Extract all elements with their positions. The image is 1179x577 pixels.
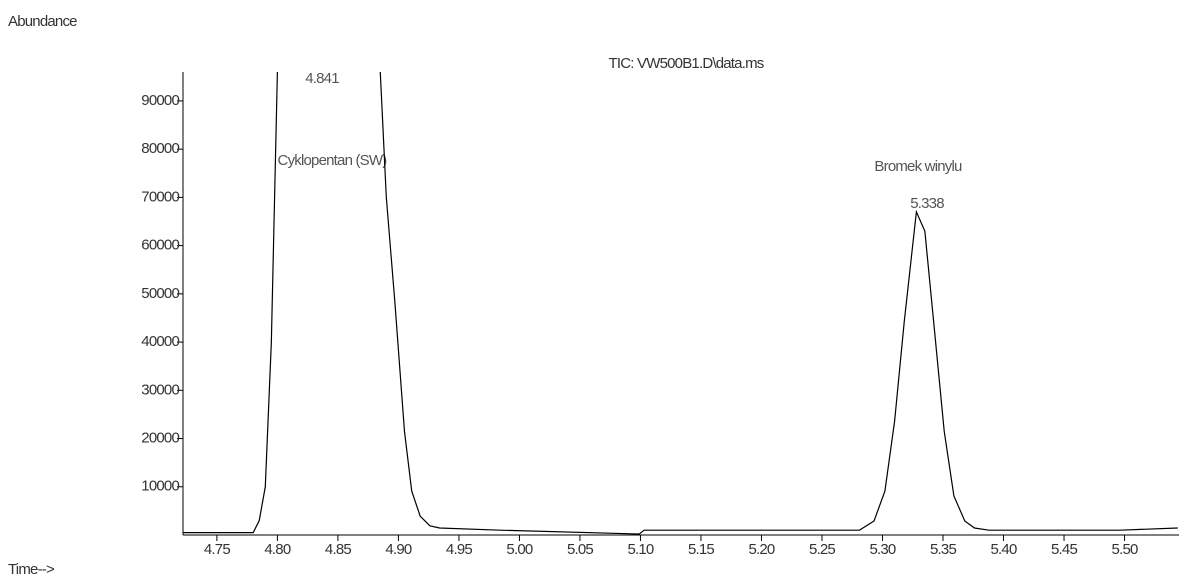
y-tick-label: 90000: [141, 92, 179, 109]
peak-label: 4.841: [305, 70, 339, 87]
x-tick-label: 5.25: [809, 541, 835, 558]
x-tick-label: 5.30: [869, 541, 895, 558]
x-tick-label: 4.90: [385, 541, 411, 558]
y-tick-label: 60000: [141, 237, 179, 254]
x-tick-label: 5.20: [748, 541, 774, 558]
chart-title: TIC: VW500B1.D\data.ms: [609, 55, 764, 72]
x-tick-label: 5.45: [1051, 541, 1077, 558]
y-tick-label: 20000: [141, 430, 179, 447]
x-tick-label: 5.10: [627, 541, 653, 558]
y-tick-label: 80000: [141, 140, 179, 157]
peak-label: 5.338: [910, 195, 944, 212]
y-tick-label: 30000: [141, 381, 179, 398]
peak-label: Bromek winylu: [874, 158, 962, 175]
x-tick-label: 5.40: [991, 541, 1017, 558]
x-tick-label: 5.35: [930, 541, 956, 558]
trace: [183, 72, 1178, 535]
y-tick-label: 50000: [141, 285, 179, 302]
x-tick-label: 5.05: [567, 541, 593, 558]
x-tick-label: 4.75: [204, 541, 230, 558]
x-tick-label: 4.95: [446, 541, 472, 558]
x-tick-label: 4.80: [264, 541, 290, 558]
y-tick-label: 40000: [141, 333, 179, 350]
x-axis-label: Time-->: [8, 561, 55, 577]
x-tick-label: 5.15: [688, 541, 714, 558]
y-tick-label: 10000: [141, 478, 179, 495]
x-tick-label: 4.85: [325, 541, 351, 558]
peak-label: Cyklopentan (SW): [278, 152, 388, 169]
y-tick-label: 70000: [141, 188, 179, 205]
x-tick-label: 5.50: [1112, 541, 1138, 558]
y-axis-label: Abundance: [8, 13, 77, 30]
x-tick-label: 5.00: [506, 541, 532, 558]
